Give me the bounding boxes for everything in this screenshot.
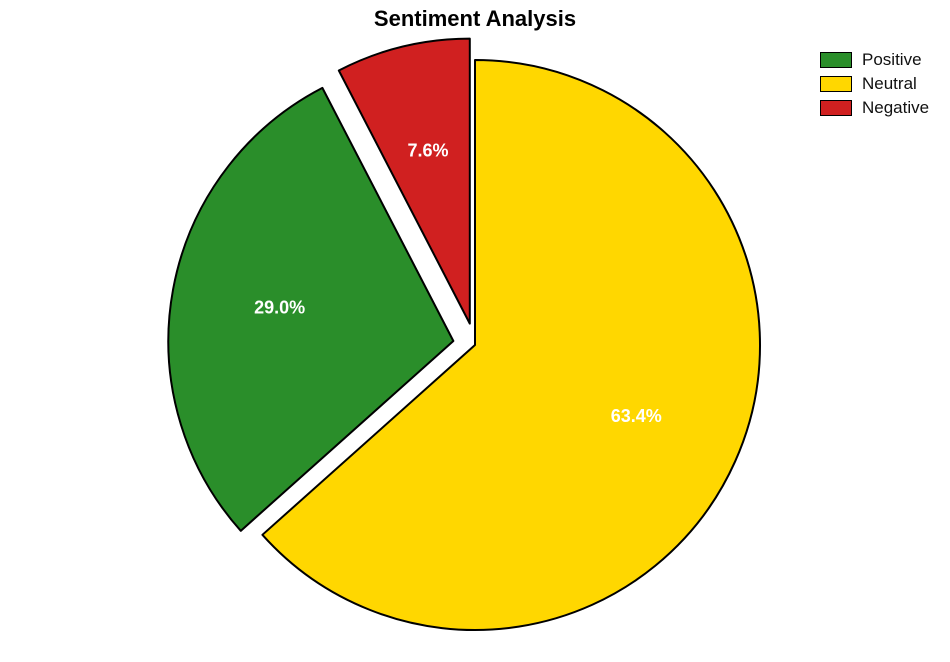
pie-chart: 63.4% 29.0% 7.6% [0,0,950,662]
legend-swatch [820,100,852,116]
slice-label-neutral: 63.4% [611,406,662,426]
slice-label-negative: 7.6% [407,141,448,161]
legend-item-negative: Negative [820,96,929,120]
slice-label-positive: 29.0% [254,298,305,318]
legend-swatch [820,52,852,68]
legend-item-neutral: Neutral [820,72,929,96]
legend-swatch [820,76,852,92]
legend-label: Neutral [862,74,917,94]
legend-label: Positive [862,50,922,70]
legend-item-positive: Positive [820,48,929,72]
legend: Positive Neutral Negative [820,48,929,120]
legend-label: Negative [862,98,929,118]
chart-container: Sentiment Analysis 63.4%29.0%7.6% Positi… [0,0,950,662]
